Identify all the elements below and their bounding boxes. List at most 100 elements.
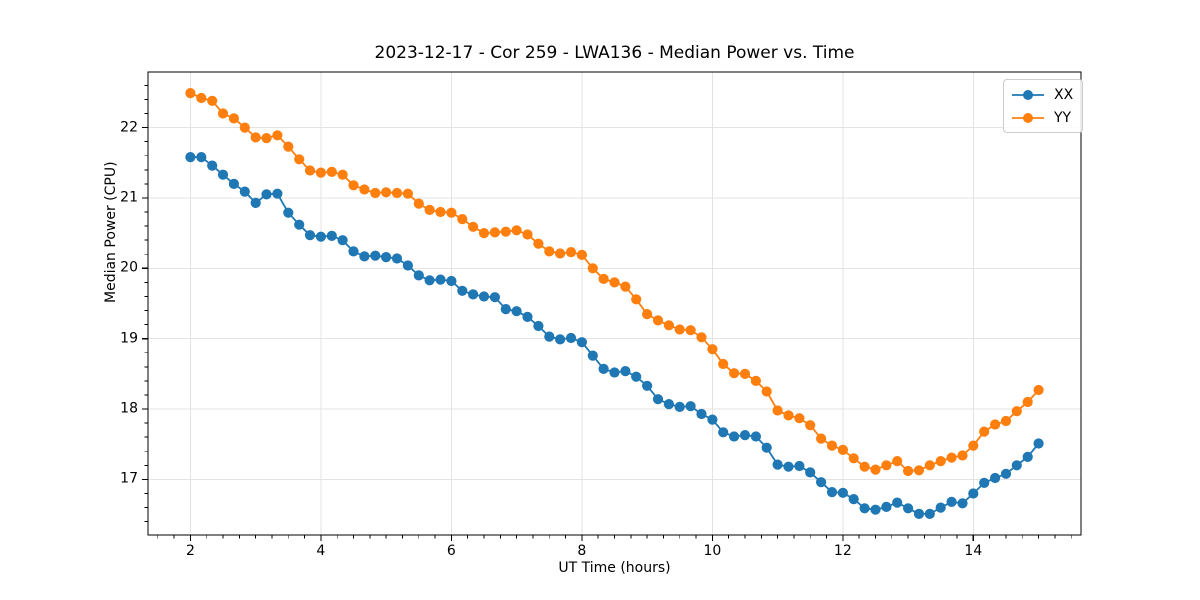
x-tick-label: 2 (185, 543, 195, 559)
series-XX-marker (283, 207, 294, 218)
series-YY-marker (294, 154, 305, 165)
series-XX-marker (805, 467, 816, 478)
series-XX-marker (631, 371, 642, 382)
series-YY-marker (315, 167, 326, 178)
series-YY-marker (185, 88, 196, 99)
series-XX-marker (359, 251, 370, 262)
series-XX-marker (663, 399, 675, 410)
series-XX-marker (185, 152, 196, 163)
series-XX-marker (511, 306, 522, 317)
series-XX-marker (739, 430, 751, 441)
series-YY-marker (848, 453, 859, 464)
series-XX-marker (239, 186, 250, 197)
series-XX-marker (555, 334, 566, 345)
series-XX-marker (489, 292, 500, 303)
legend-entry-xx: XX (1011, 85, 1073, 104)
series-YY-marker (968, 440, 979, 451)
series-YY-marker (892, 456, 903, 467)
series-YY-marker (446, 207, 457, 218)
series-YY-marker (783, 410, 794, 421)
series-YY-marker (913, 465, 925, 476)
series-YY-marker (946, 452, 957, 463)
series-YY-marker (707, 344, 718, 355)
series-XX-marker (968, 488, 979, 499)
series-YY-marker (816, 433, 827, 444)
series-XX-marker (729, 431, 740, 442)
series-YY-marker (283, 141, 294, 152)
series-XX-marker (391, 253, 403, 264)
series-XX-marker (696, 408, 707, 420)
series-XX-marker (207, 160, 218, 171)
x-tick-label: 12 (833, 543, 852, 559)
series-YY-marker (239, 122, 250, 133)
series-XX-marker (642, 380, 653, 391)
series-YY-marker (207, 95, 218, 106)
series-YY-marker (631, 294, 642, 305)
series-YY-marker (1011, 406, 1022, 417)
series-YY-marker (228, 113, 239, 124)
legend-entry-yy: YY (1011, 108, 1073, 127)
series-XX-marker (783, 461, 794, 472)
series-XX-marker (848, 494, 859, 505)
series-XX-marker (1033, 438, 1044, 449)
x-axis-label: UT Time (hours) (558, 560, 671, 576)
series-YY-marker (565, 247, 577, 258)
series-YY-marker (772, 405, 783, 416)
series-XX-marker (652, 394, 664, 405)
series-YY-marker (424, 204, 435, 215)
series-XX-marker (1000, 468, 1012, 479)
series-XX-marker (337, 235, 348, 246)
series-YY-marker (326, 166, 337, 177)
series-XX-marker (522, 311, 533, 322)
series-YY-marker (435, 206, 446, 218)
series-XX-marker (685, 401, 696, 412)
series-XX-marker (402, 260, 413, 271)
series-YY-marker (718, 358, 729, 370)
series-XX-marker (468, 289, 479, 300)
series-XX-marker (924, 508, 935, 519)
series-XX-marker (326, 230, 337, 241)
chart-title: 2023-12-17 - Cor 259 - LWA136 - Median P… (374, 43, 855, 63)
series-XX-marker (457, 285, 468, 296)
series-YY-marker (544, 246, 555, 257)
series-YY-marker (696, 332, 707, 343)
series-XX-marker (794, 460, 805, 472)
series-YY-marker (217, 108, 229, 119)
series-YY-marker (250, 132, 261, 143)
series-YY-marker (196, 92, 207, 104)
series-YY-marker (652, 315, 664, 326)
series-YY-marker (587, 263, 598, 274)
series-YY-marker (413, 198, 424, 209)
series-YY-marker (837, 444, 849, 455)
series-YY-marker (348, 180, 359, 191)
series-YY-marker (729, 368, 740, 379)
series-XX-marker (598, 363, 609, 374)
series-XX-marker (533, 320, 544, 332)
series-YY-marker (511, 225, 522, 236)
series-XX-marker (544, 331, 555, 342)
series-YY-marker (859, 461, 870, 472)
series-YY-marker (391, 187, 403, 199)
series-YY-marker (620, 281, 631, 292)
legend-swatch-yy-icon (1012, 112, 1044, 123)
series-YY-marker (261, 133, 272, 144)
series-YY-marker (555, 248, 566, 259)
series-XX-marker (424, 275, 435, 286)
series-XX-marker (576, 337, 588, 348)
series-YY-marker (924, 460, 935, 471)
series-YY-marker (468, 221, 479, 232)
series-YY-marker (674, 324, 685, 335)
series-XX-marker (435, 274, 446, 285)
series-XX-marker (381, 252, 392, 263)
series-XX-marker (946, 496, 957, 507)
series-XX-marker (837, 487, 849, 498)
series-XX-marker (620, 366, 631, 377)
series-XX-marker (348, 246, 359, 257)
series-YY-marker (794, 413, 805, 424)
series-XX-marker (718, 427, 729, 438)
series-YY-marker (979, 426, 990, 437)
series-YY-marker (870, 464, 881, 475)
series-XX-marker (478, 291, 490, 302)
series-YY-marker (805, 420, 816, 431)
